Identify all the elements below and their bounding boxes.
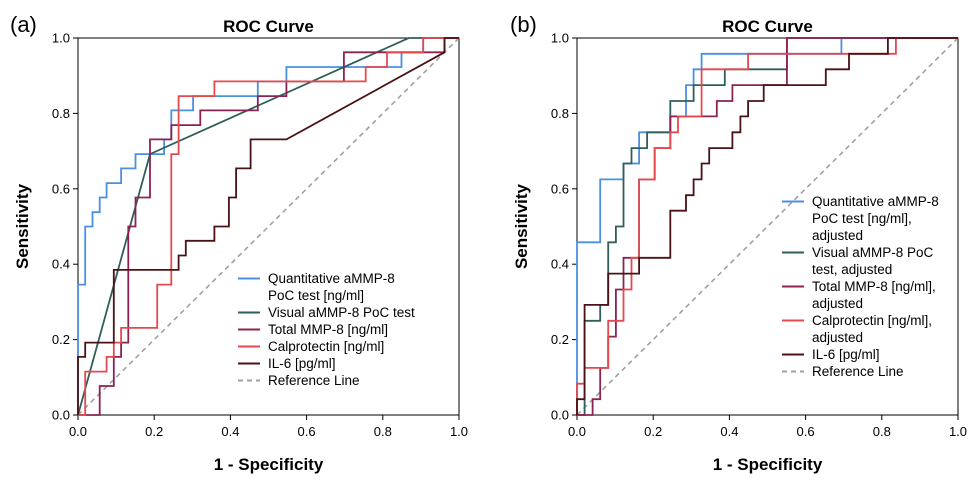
chart-title: ROC Curve	[223, 17, 314, 36]
x-tick-label: 0.2	[644, 424, 662, 439]
legend-label: Reference Line	[268, 373, 360, 388]
series-line-reference-line	[576, 37, 959, 416]
legend-label: Quantitative aMMP-8	[812, 194, 939, 209]
plot-frame	[576, 37, 959, 416]
plot-frame	[77, 37, 460, 416]
y-tick-label: 0.8	[52, 106, 70, 121]
y-tick-label: 0.2	[551, 332, 569, 347]
legend-item: Calprotectin [ng/ml]	[238, 339, 384, 354]
series-line-quantitative-ammp-8-poc-test-ng-ml-adjusted	[576, 37, 958, 415]
x-tick-label: 0.2	[145, 424, 163, 439]
x-tick-label: 0.0	[69, 424, 87, 439]
x-axis-label: 1 - Specificity	[214, 455, 324, 474]
legend-label: Calprotectin [ng/ml],	[812, 313, 932, 328]
series-line-calprotectin-ng-ml-adjusted	[576, 37, 958, 415]
y-tick-label: 0.4	[551, 257, 569, 272]
legend-label: PoC test [ng/ml]	[268, 288, 364, 303]
y-tick-label: 0.0	[52, 408, 70, 423]
x-tick-label: 0.6	[298, 424, 316, 439]
series-line-il-6-pg-ml	[77, 37, 459, 415]
x-tick-label: 0.0	[568, 424, 586, 439]
y-tick-label: 1.0	[52, 31, 70, 46]
legend-label: Quantitative aMMP-8	[268, 271, 395, 286]
y-tick-label: 1.0	[551, 31, 569, 46]
legend-item: IL-6 [pg/ml]	[782, 347, 880, 362]
x-axis-label: 1 - Specificity	[713, 455, 823, 474]
legend-item: Total MMP-8 [ng/ml], adjusted	[782, 279, 936, 311]
legend-item: Quantitative aMMP-8 PoC test [ng/ml]	[238, 271, 395, 303]
x-tick-label: 1.0	[949, 424, 967, 439]
legend-label: adjusted	[812, 228, 863, 243]
legend-item: Total MMP-8 [ng/ml]	[238, 322, 388, 337]
legend-item: Visual aMMP-8 PoC test, adjusted	[782, 245, 934, 277]
legend-label: adjusted	[812, 330, 863, 345]
chart-panel-b: (b) ROC Curve 0.0 0.2 0.4 0.6 0.8 1.0 0.0 0.2 0.4 0…	[510, 12, 967, 474]
x-tick-label: 0.4	[720, 424, 738, 439]
legend-item: Reference Line	[782, 364, 904, 379]
series-line-il-6-pg-ml	[576, 37, 958, 415]
series-line-visual-ammp-8-poc-test-adjusted	[577, 37, 958, 416]
series-line-calprotectin-ng-ml	[78, 37, 459, 416]
legend-label: test, adjusted	[812, 262, 892, 277]
series-line-quantitative-ammp-8-poc-test-ng-ml	[77, 37, 459, 415]
legend-item: Visual aMMP-8 PoC test	[238, 305, 415, 320]
legend-label: Total MMP-8 [ng/ml],	[812, 279, 936, 294]
chart-title: ROC Curve	[722, 17, 813, 36]
y-axis-label: Sensitivity	[13, 183, 32, 269]
legend-label: Visual aMMP-8 PoC	[812, 245, 934, 260]
legend-label: IL-6 [pg/ml]	[268, 356, 336, 371]
legend-label: adjusted	[812, 296, 863, 311]
y-axis-label: Sensitivity	[512, 183, 531, 269]
legend-label: Reference Line	[812, 364, 904, 379]
legend-item: Reference Line	[238, 373, 360, 388]
legend-item: IL-6 [pg/ml]	[238, 356, 336, 371]
y-tick-label: 0.0	[551, 408, 569, 423]
x-tick-label: 0.4	[221, 424, 239, 439]
legend-label: PoC test [ng/ml],	[812, 211, 912, 226]
y-tick-label: 0.6	[551, 181, 569, 196]
y-tick-label: 0.2	[52, 332, 70, 347]
legend-label: IL-6 [pg/ml]	[812, 347, 880, 362]
x-tick-label: 0.8	[873, 424, 891, 439]
legend-label: Total MMP-8 [ng/ml]	[268, 322, 388, 337]
chart-panel-a: (a) ROC Curve 0.0 0.2 0.4 0.6 0.8 1.0 0.0 0.2 0.4 0…	[10, 12, 468, 474]
panel-label: (b)	[510, 12, 537, 37]
x-tick-label: 0.6	[797, 424, 815, 439]
legend-item: Calprotectin [ng/ml], adjusted	[782, 313, 932, 345]
legend-label: Calprotectin [ng/ml]	[268, 339, 384, 354]
x-tick-label: 1.0	[450, 424, 468, 439]
y-tick-label: 0.6	[52, 181, 70, 196]
y-tick-label: 0.4	[52, 257, 70, 272]
legend-item: Quantitative aMMP-8 PoC test [ng/ml], adju…	[782, 194, 939, 243]
panel-label: (a)	[10, 12, 37, 37]
x-tick-label: 0.8	[374, 424, 392, 439]
legend-label: Visual aMMP-8 PoC test	[268, 305, 415, 320]
y-tick-label: 0.8	[551, 106, 569, 121]
series-line-total-mmp-8-ng-ml-adjusted	[577, 37, 958, 416]
